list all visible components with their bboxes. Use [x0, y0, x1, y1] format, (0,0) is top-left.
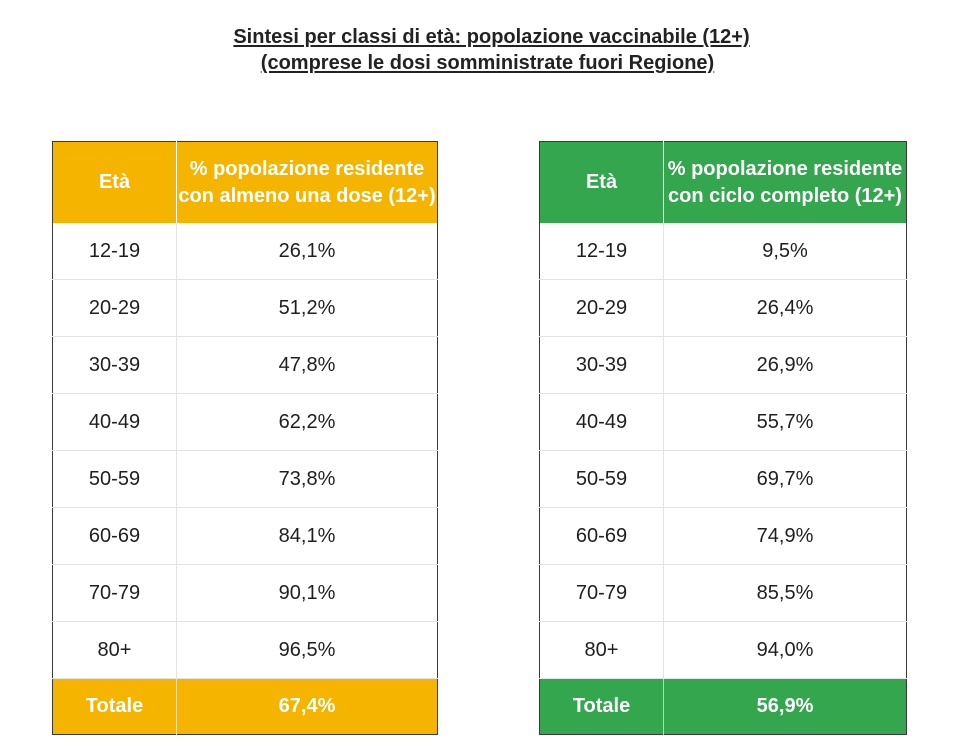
- table-row: 30-39 47,8%: [52, 336, 438, 394]
- table-row: 70-79 90,1%: [52, 564, 438, 622]
- cell-age: 70-79: [539, 564, 664, 622]
- table-header-row: Età % popolazione residente con ciclo co…: [539, 141, 907, 223]
- cell-age: 40-49: [52, 393, 177, 451]
- table-row: 80+ 96,5%: [52, 621, 438, 679]
- total-row: Totale 56,9%: [539, 678, 907, 735]
- table-row: 50-59 73,8%: [52, 450, 438, 508]
- total-label: Totale: [539, 678, 664, 735]
- cell-value: 9,5%: [663, 223, 907, 280]
- cell-value: 85,5%: [663, 564, 907, 622]
- table-almeno-una-dose: Età % popolazione residente con almeno u…: [52, 141, 438, 735]
- cell-value: 62,2%: [176, 393, 438, 451]
- cell-value: 84,1%: [176, 507, 438, 565]
- cell-value: 73,8%: [176, 450, 438, 508]
- table-row: 30-39 26,9%: [539, 336, 907, 394]
- cell-value: 26,4%: [663, 279, 907, 337]
- header-age: Età: [539, 141, 664, 223]
- total-label: Totale: [52, 678, 177, 735]
- cell-value: 69,7%: [663, 450, 907, 508]
- cell-value: 96,5%: [176, 621, 438, 679]
- cell-value: 26,1%: [176, 223, 438, 280]
- cell-value: 26,9%: [663, 336, 907, 394]
- table-row: 80+ 94,0%: [539, 621, 907, 679]
- cell-age: 60-69: [52, 507, 177, 565]
- cell-value: 94,0%: [663, 621, 907, 679]
- cell-value: 51,2%: [176, 279, 438, 337]
- header-value: % popolazione residente con almeno una d…: [176, 141, 438, 223]
- table-row: 60-69 84,1%: [52, 507, 438, 565]
- cell-age: 20-29: [539, 279, 664, 337]
- table-row: 40-49 55,7%: [539, 393, 907, 451]
- table-row: 70-79 85,5%: [539, 564, 907, 622]
- table-row: 12-19 9,5%: [539, 223, 907, 280]
- table-row: 12-19 26,1%: [52, 223, 438, 280]
- cell-age: 30-39: [539, 336, 664, 394]
- table-row: 40-49 62,2%: [52, 393, 438, 451]
- cell-age: 50-59: [539, 450, 664, 508]
- table-row: 20-29 26,4%: [539, 279, 907, 337]
- table-row: 60-69 74,9%: [539, 507, 907, 565]
- cell-age: 70-79: [52, 564, 177, 622]
- cell-age: 20-29: [52, 279, 177, 337]
- total-value: 67,4%: [176, 678, 438, 735]
- cell-value: 74,9%: [663, 507, 907, 565]
- header-value: % popolazione residente con ciclo comple…: [663, 141, 907, 223]
- cell-age: 60-69: [539, 507, 664, 565]
- cell-age: 50-59: [52, 450, 177, 508]
- table-header-row: Età % popolazione residente con almeno u…: [52, 141, 438, 223]
- total-value: 56,9%: [663, 678, 907, 735]
- cell-age: 80+: [539, 621, 664, 679]
- table-ciclo-completo: Età % popolazione residente con ciclo co…: [539, 141, 907, 735]
- page-title: Sintesi per classi di età: popolazione v…: [0, 24, 975, 76]
- header-age: Età: [52, 141, 177, 223]
- cell-age: 12-19: [52, 223, 177, 280]
- table-row: 50-59 69,7%: [539, 450, 907, 508]
- title-line-1: Sintesi per classi di età: popolazione v…: [233, 26, 750, 48]
- cell-value: 90,1%: [176, 564, 438, 622]
- total-row: Totale 67,4%: [52, 678, 438, 735]
- title-line-2: (comprese le dosi somministrate fuori Re…: [260, 52, 715, 74]
- table-row: 20-29 51,2%: [52, 279, 438, 337]
- cell-age: 80+: [52, 621, 177, 679]
- cell-value: 47,8%: [176, 336, 438, 394]
- cell-age: 12-19: [539, 223, 664, 280]
- cell-age: 30-39: [52, 336, 177, 394]
- cell-age: 40-49: [539, 393, 664, 451]
- cell-value: 55,7%: [663, 393, 907, 451]
